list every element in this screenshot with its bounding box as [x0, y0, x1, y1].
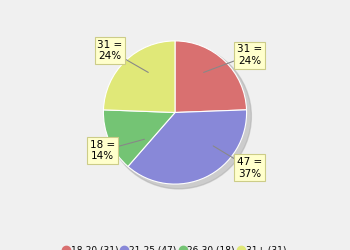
Text: 47 =
37%: 47 = 37% — [213, 146, 262, 179]
Wedge shape — [104, 41, 175, 113]
Wedge shape — [128, 110, 247, 184]
Legend: 18-20 (31), 21-25 (47), 26-30 (18), 31+ (31): 18-20 (31), 21-25 (47), 26-30 (18), 31+ … — [64, 246, 286, 250]
Wedge shape — [175, 41, 246, 113]
Text: 31 =
24%: 31 = 24% — [204, 44, 262, 72]
Text: 31 =
24%: 31 = 24% — [97, 40, 148, 72]
Text: 18 =
14%: 18 = 14% — [90, 139, 145, 162]
Circle shape — [106, 44, 251, 189]
Wedge shape — [103, 110, 175, 166]
